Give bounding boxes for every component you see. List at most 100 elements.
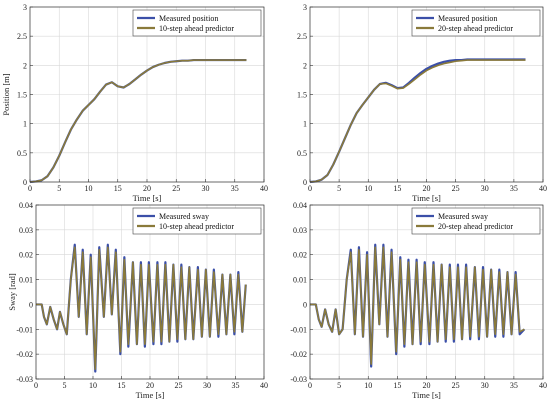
x-tick-label: 20 (143, 184, 151, 193)
y-axis-label: Sway [rad] (7, 273, 17, 311)
y-tick-label: 0.5 (297, 149, 307, 158)
y-tick-label: 2 (303, 61, 307, 70)
y-tick-label: 1 (303, 120, 307, 129)
plot-frame (309, 204, 544, 380)
plot-frame (309, 6, 544, 183)
y-tick-label: 0.02 (19, 251, 33, 260)
x-tick-label: 35 (510, 184, 518, 193)
x-tick-label: 40 (260, 381, 268, 390)
x-tick-label: 30 (203, 381, 211, 390)
x-tick-label: 30 (481, 184, 489, 193)
legend-entry: Measured position (438, 14, 497, 23)
legend-box (132, 9, 262, 37)
x-tick-label: 5 (337, 184, 341, 193)
y-tick-label: 0 (303, 300, 307, 309)
y-tick-label: 2.5 (297, 32, 307, 41)
x-axis-label: Time [s] (412, 193, 441, 203)
series-line-predictor (29, 59, 247, 183)
y-tick-label: 0 (303, 178, 307, 187)
x-tick-label: 5 (337, 381, 341, 390)
x-tick-label: 15 (114, 184, 122, 193)
y-tick-label: 2.5 (17, 32, 27, 41)
y-tick-label: 1 (23, 120, 27, 129)
x-tick-label: 25 (172, 184, 180, 193)
y-tick-label: 0.03 (293, 226, 307, 235)
legend-entry: 20-step ahead predictor (438, 24, 513, 33)
y-tick-label: -0.02 (290, 350, 307, 359)
legend-entry: Measured sway (159, 212, 209, 221)
legend-entry: 20-step ahead predictor (438, 222, 513, 231)
x-tick-label: 40 (539, 381, 547, 390)
x-tick-label: 10 (85, 184, 93, 193)
chart-panel-bottom-right: 0 5 10 15 20 25 30 35 40 -0.03 -0.02 -0.01 0 0.01 0.02… (290, 201, 547, 400)
y-tick-label: -0.01 (16, 325, 33, 334)
x-tick-label: 0 (308, 381, 312, 390)
y-tick-label: 1.5 (297, 91, 307, 100)
x-tick-label: 10 (364, 184, 372, 193)
y-axis-label: Position [m] (1, 73, 11, 115)
chart-panel-bottom-left: 0 5 10 15 20 25 30 35 40 -0.03 -0.02 -0.01 0 0.01 0.02… (7, 201, 268, 400)
x-tick-label: 25 (452, 381, 460, 390)
x-axis-label: Time [s] (133, 193, 162, 203)
y-tick-label: -0.03 (16, 375, 33, 384)
x-tick-label: 15 (393, 381, 401, 390)
series-line-predictor (310, 246, 525, 365)
x-axis-label: Time [s] (412, 390, 441, 400)
x-tick-label: 15 (393, 184, 401, 193)
y-tick-label: 2 (23, 61, 27, 70)
x-tick-label: 40 (260, 184, 268, 193)
x-tick-label: 5 (63, 381, 67, 390)
y-tick-label: 0.03 (19, 226, 33, 235)
y-tick-label: 0.5 (17, 149, 27, 158)
legend-box (411, 207, 541, 235)
chart-panel-top-left: 0 5 10 15 20 25 30 35 40 0 0.5 1 1.5 2 2.5 3 Time [s] Pos… (1, 3, 268, 203)
x-tick-label: 10 (364, 381, 372, 390)
x-tick-label: 0 (28, 184, 32, 193)
y-tick-label: 0 (29, 300, 33, 309)
x-tick-label: 25 (452, 184, 460, 193)
x-tick-label: 20 (146, 381, 154, 390)
x-tick-label: 30 (202, 184, 210, 193)
series-line-predictor (309, 59, 526, 183)
x-tick-label: 5 (57, 184, 61, 193)
x-tick-label: 20 (423, 184, 431, 193)
y-tick-label: 3 (23, 3, 27, 12)
x-tick-label: 30 (481, 381, 489, 390)
y-tick-label: 0.01 (293, 276, 307, 285)
y-tick-label: 0 (23, 178, 27, 187)
legend-entry: Measured sway (438, 212, 488, 221)
legend-entry: 10-step ahead predictor (159, 24, 234, 33)
x-tick-label: 35 (232, 381, 240, 390)
x-tick-label: 0 (34, 381, 38, 390)
x-tick-label: 40 (539, 184, 547, 193)
x-tick-label: 20 (423, 381, 431, 390)
y-tick-label: -0.01 (290, 325, 307, 334)
legend-box (411, 9, 541, 37)
y-tick-label: 0.01 (19, 276, 33, 285)
plot-frame (35, 204, 265, 380)
x-tick-label: 35 (510, 381, 518, 390)
y-tick-label: 0.04 (293, 201, 307, 210)
series-line-predictor (36, 246, 247, 370)
legend-entry: Measured position (159, 14, 218, 23)
y-tick-label: -0.02 (16, 350, 33, 359)
legend-entry: 10-step ahead predictor (159, 222, 234, 231)
chart-panel-top-right: 0 5 10 15 20 25 30 35 40 0 0.5 1 1.5 2 2.5 3 Time [s] Mea… (297, 3, 547, 203)
x-tick-label: 35 (231, 184, 239, 193)
y-tick-label: 1.5 (17, 91, 27, 100)
legend-box (132, 207, 262, 235)
y-tick-label: 3 (303, 3, 307, 12)
plot-frame (29, 6, 265, 183)
x-tick-label: 0 (308, 184, 312, 193)
y-tick-label: -0.03 (290, 375, 307, 384)
y-tick-label: 0.02 (293, 251, 307, 260)
x-tick-label: 10 (89, 381, 97, 390)
x-axis-label: Time [s] (136, 390, 165, 400)
x-tick-label: 25 (175, 381, 183, 390)
x-tick-label: 15 (118, 381, 126, 390)
